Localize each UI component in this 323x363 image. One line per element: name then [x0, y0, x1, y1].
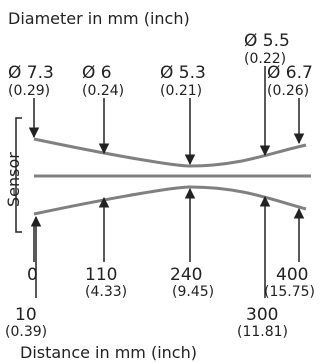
diameter-label-5-inch: (0.26): [267, 83, 309, 99]
diameter-label-3-inch: (0.21): [160, 83, 202, 99]
sensor-label: Sensor: [4, 152, 23, 207]
diameter-label-1-mm: Ø 7.3: [8, 63, 54, 83]
distance-label-110-inch: (4.33): [85, 284, 127, 300]
diameter-label-5-mm: Ø 6.7: [267, 63, 313, 83]
diameter-label-1-inch: (0.29): [8, 83, 50, 99]
diameter-label-4-inch: (0.22): [244, 51, 286, 67]
distance-label-400-mm: 400: [276, 265, 308, 285]
diameter-label-4-mm: Ø 5.5: [244, 31, 290, 51]
distance-label-10-mm: 10: [15, 305, 37, 325]
distance-label-240-mm: 240: [170, 265, 202, 285]
diameter-label-2-mm: Ø 6: [82, 63, 112, 83]
sensor-bracket: [15, 117, 22, 233]
diameter-label-2-inch: (0.24): [82, 83, 124, 99]
beam-outline-top: [33, 137, 307, 168]
distance-label-300-inch: (11.81): [237, 324, 288, 340]
diameter-label-3-mm: Ø 5.3: [160, 63, 206, 83]
distance-label-0-mm: 0: [27, 265, 38, 285]
distance-label-10-inch: (0.39): [5, 324, 47, 340]
distance-label-110-mm: 110: [85, 265, 117, 285]
distance-label-300-mm: 300: [246, 305, 278, 325]
bottom-title: Distance in mm (inch): [20, 343, 197, 362]
distance-label-240-inch: (9.45): [172, 284, 214, 300]
top-title: Diameter in mm (inch): [8, 9, 190, 28]
beam-outline-bottom: [33, 185, 307, 216]
distance-label-400-inch: (15.75): [264, 284, 315, 300]
